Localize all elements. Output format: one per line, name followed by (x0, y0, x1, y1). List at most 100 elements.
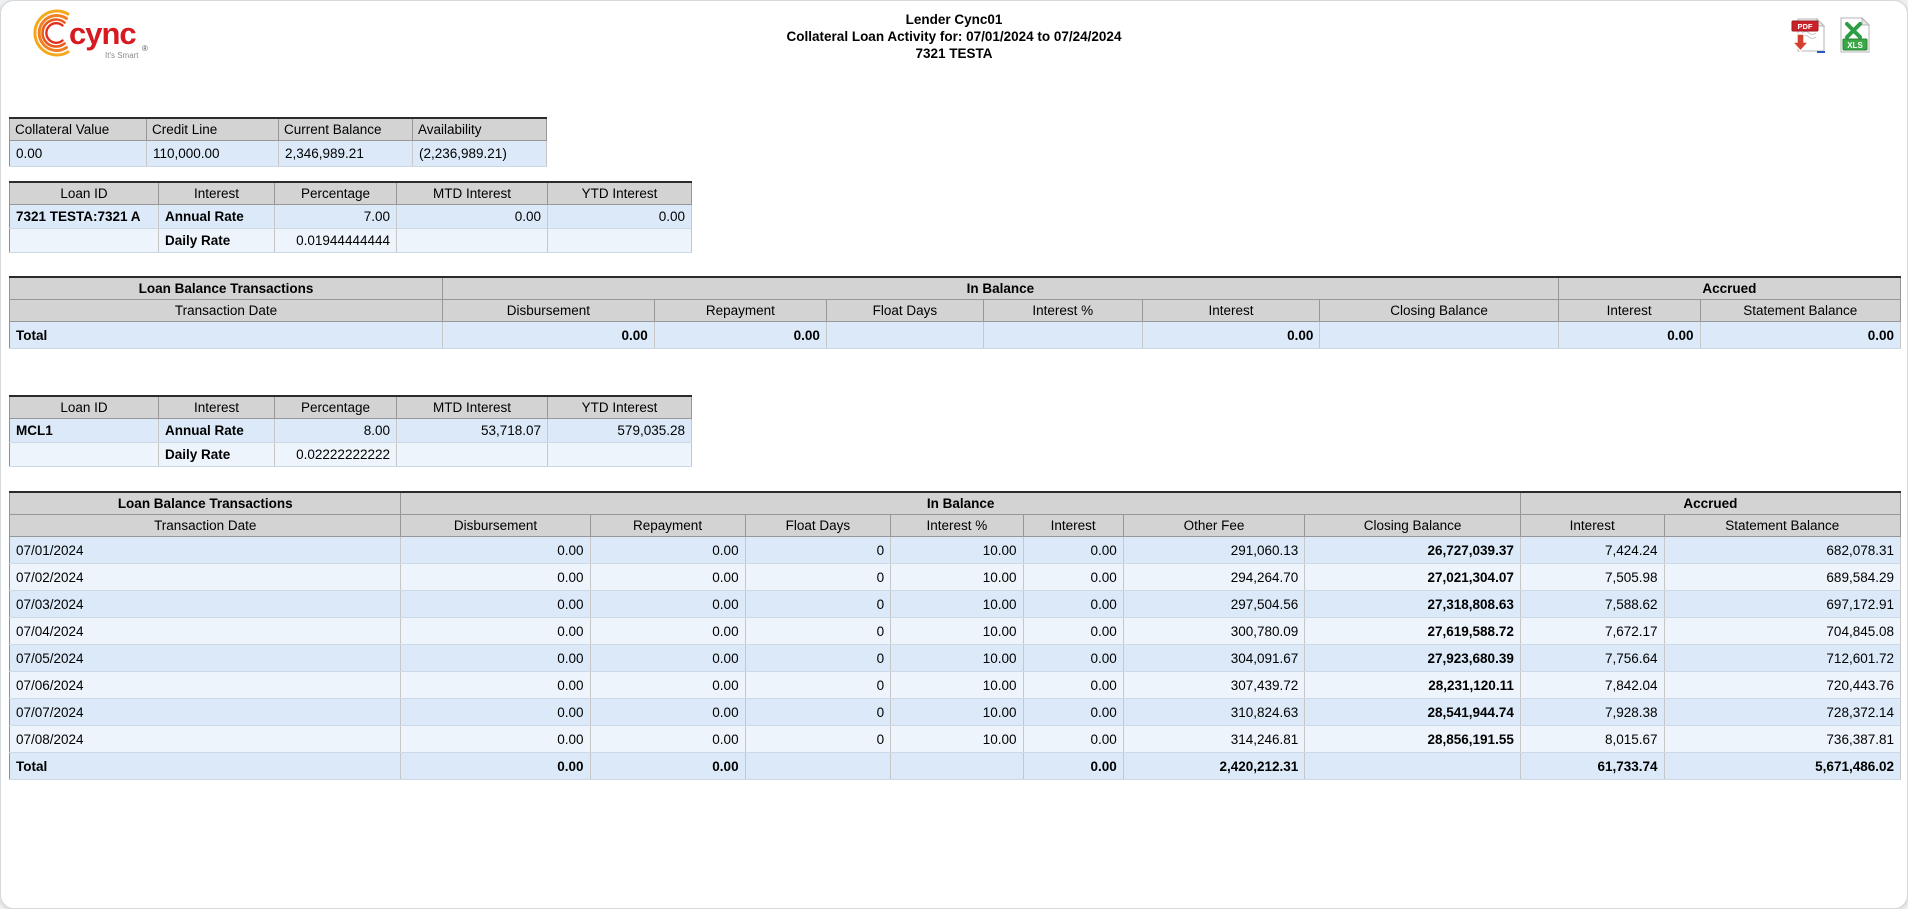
transaction-value-cell: 682,078.31 (1664, 536, 1902, 564)
cync-logo-icon: cync ® It's Smart (33, 9, 148, 60)
rate-type-cell: Annual Rate (158, 418, 275, 443)
cync-logo-text: cync (69, 16, 136, 51)
column-header: MTD Interest (396, 395, 548, 419)
total-value-cell: 5,671,486.02 (1664, 752, 1902, 780)
rate-header-row: Loan ID Interest Percentage MTD Interest YTD… (9, 181, 692, 205)
transaction-value-cell: 10.00 (890, 536, 1024, 564)
column-header: Percentage (274, 181, 397, 205)
transaction-value-cell: 0.00 (590, 644, 746, 672)
total-row: Total 0.00 0.00 0.00 2,420,212.31 61,733.74 5,… (9, 752, 1902, 780)
loan-id-cell: MCL1 (9, 418, 159, 443)
transaction-value-cell: 28,856,191.55 (1304, 725, 1521, 753)
transaction-value-cell: 0 (745, 644, 892, 672)
transaction-value-cell: 7,424.24 (1520, 536, 1665, 564)
transaction-value-cell: 8,015.67 (1520, 725, 1665, 753)
column-header: Current Balance (278, 117, 413, 141)
export-pdf-button[interactable]: PDF (1789, 17, 1827, 53)
transaction-value-cell: 310,824.63 (1123, 698, 1306, 726)
transaction-value-cell: 0.00 (400, 698, 591, 726)
transaction-value-cell: 300,780.09 (1123, 617, 1306, 645)
total-value-cell: 0.00 (1023, 752, 1124, 780)
loan-id-cell: 7321 TESTA:7321 A (9, 204, 159, 229)
transaction-value-cell: 26,727,039.37 (1304, 536, 1521, 564)
loan-id-cell (9, 442, 159, 467)
cync-tagline: It's Smart (105, 51, 139, 60)
transaction-value-cell: 0.00 (590, 698, 746, 726)
rate-header-row: Loan ID Interest Percentage MTD Interest YTD… (9, 395, 692, 419)
transaction-value-cell: 0.00 (400, 590, 591, 618)
percentage-cell: 7.00 (274, 204, 397, 229)
transaction-value-cell: 0.00 (1023, 617, 1124, 645)
report-title-lender: Lender Cync01 (905, 12, 1003, 27)
transaction-value-cell: 0.00 (1023, 644, 1124, 672)
export-xls-button[interactable]: XLS (1837, 16, 1871, 53)
group-header-in-balance: In Balance (442, 276, 1559, 300)
total-value-cell (1304, 752, 1521, 780)
transaction-value-cell: 7,842.04 (1520, 671, 1665, 699)
column-header: Float Days (744, 514, 892, 537)
transaction-value-cell: 712,601.72 (1664, 644, 1902, 672)
total-value-cell: 0.00 (1700, 321, 1901, 349)
transaction-value-cell: 689,584.29 (1664, 563, 1902, 591)
rate-row: 7321 TESTA:7321 A Annual Rate 7.00 0.00 0.00 (9, 204, 692, 229)
rate-row: MCL1 Annual Rate 8.00 53,718.07 579,035.28 (9, 418, 692, 443)
svg-text:XLS: XLS (1847, 41, 1863, 50)
transaction-date-cell: 07/06/2024 (9, 671, 402, 699)
percentage-cell: 0.01944444444 (274, 228, 397, 253)
summary-value-cell: (2,236,989.21) (412, 140, 547, 167)
group-header-accrued: Accrued (1557, 276, 1902, 300)
transaction-value-cell: 0 (745, 617, 892, 645)
total-value-cell: 0.00 (1142, 321, 1321, 349)
transaction-value-cell: 736,387.81 (1664, 725, 1902, 753)
transaction-value-cell: 10.00 (890, 698, 1024, 726)
column-header: Collateral Value (9, 117, 147, 141)
transaction-date-cell: 07/05/2024 (9, 644, 402, 672)
column-header: Interest (1141, 299, 1321, 322)
report-title-block: Lender Cync01 Collateral Loan Activity f… (1, 11, 1907, 62)
mtd-interest-cell: 0.00 (396, 204, 548, 229)
loan-rate-table-mcl1: Loan ID Interest Percentage MTD Interest YTD… (9, 395, 692, 467)
transaction-value-cell: 0.00 (400, 671, 591, 699)
transaction-value-cell: 7,672.17 (1520, 617, 1665, 645)
transaction-value-cell: 297,504.56 (1123, 590, 1306, 618)
total-value-cell (1319, 321, 1559, 349)
transaction-row: 07/04/2024 0.00 0.00 0 10.00 0.00 300,780.09 27… (9, 617, 1902, 645)
transaction-value-cell: 0 (745, 698, 892, 726)
column-header: Repayment (589, 514, 746, 537)
transaction-row: 07/06/2024 0.00 0.00 0 10.00 0.00 307,439.72 28… (9, 671, 1902, 699)
transaction-value-cell: 0.00 (590, 617, 746, 645)
transaction-value-cell: 0.00 (1023, 725, 1124, 753)
transaction-value-cell: 0.00 (1023, 590, 1124, 618)
transaction-value-cell: 291,060.13 (1123, 536, 1306, 564)
transaction-value-cell: 0.00 (590, 725, 746, 753)
total-label-cell: Total (9, 752, 402, 780)
transaction-value-cell: 0 (745, 725, 892, 753)
column-header: MTD Interest (396, 181, 548, 205)
svg-text:PDF: PDF (1798, 22, 1813, 31)
column-header: Statement Balance (1663, 514, 1902, 537)
transaction-value-cell: 0.00 (1023, 563, 1124, 591)
transaction-date-cell: 07/03/2024 (9, 590, 402, 618)
transaction-value-cell: 27,923,680.39 (1304, 644, 1521, 672)
summary-header-row: Collateral Value Credit Line Current Balan… (9, 117, 547, 141)
total-label-cell: Total (9, 321, 444, 349)
transaction-value-cell: 10.00 (890, 590, 1024, 618)
transaction-value-cell: 7,928.38 (1520, 698, 1665, 726)
column-header: Interest (1557, 299, 1701, 322)
transaction-value-cell: 0 (745, 563, 892, 591)
transaction-value-cell: 27,619,588.72 (1304, 617, 1521, 645)
transaction-value-cell: 28,541,944.74 (1304, 698, 1521, 726)
column-header: Availability (412, 117, 547, 141)
transaction-value-cell: 704,845.08 (1664, 617, 1902, 645)
column-header: Transaction Date (8, 299, 444, 322)
cync-registered-mark: ® (142, 44, 148, 53)
transactions-group-header-row: Loan Balance Transactions In Balance Accru… (8, 491, 1902, 515)
cync-logo: cync ® It's Smart (23, 7, 173, 66)
transaction-value-cell: 0.00 (400, 563, 591, 591)
percentage-cell: 0.02222222222 (274, 442, 397, 467)
link-underline (1817, 51, 1825, 53)
loan-rate-table-7321: Loan ID Interest Percentage MTD Interest YTD… (9, 181, 692, 253)
transaction-value-cell: 0.00 (1023, 536, 1124, 564)
loan-balance-transactions-table-1: Loan Balance Transactions In Balance Accru… (8, 276, 1902, 349)
total-value-cell: 61,733.74 (1520, 752, 1665, 780)
